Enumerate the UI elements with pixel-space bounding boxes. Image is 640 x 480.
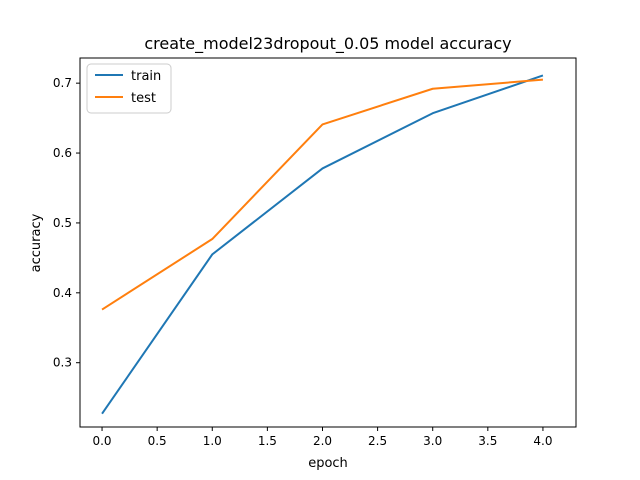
y-axis: 0.3 0.4 0.5 0.6 0.7 [53,76,80,370]
x-tick-label: 3.5 [478,434,497,448]
plot-frame [79,57,577,428]
y-tick-label: 0.4 [53,286,72,300]
x-tick-label: 0.0 [92,434,111,448]
x-tick-label: 2.5 [368,434,387,448]
y-tick-label: 0.5 [53,216,72,230]
x-axis: 0.0 0.5 1.0 1.5 2.0 2.5 3.0 3.5 4.0 [92,427,552,448]
x-tick-label: 0.5 [148,434,167,448]
y-tick-label: 0.3 [53,356,72,370]
chart-title: create_model23dropout_0.05 model accurac… [144,34,511,54]
series-layer [101,74,544,415]
x-axis-label: epoch [308,456,348,471]
y-tick-label: 0.6 [53,146,72,160]
x-tick-label: 1.5 [258,434,277,448]
x-tick-label: 1.0 [203,434,222,448]
plot-area [79,57,577,428]
x-tick-label: 3.0 [423,434,442,448]
x-tick-label: 4.0 [533,434,552,448]
y-axis-label: accuracy [29,213,44,272]
legend-box [86,63,172,114]
legend: train test [86,63,172,114]
y-tick-label: 0.7 [53,76,72,90]
legend-test-label: test [131,91,156,106]
x-tick-label: 2.0 [313,434,332,448]
legend-train-label: train [131,69,161,84]
